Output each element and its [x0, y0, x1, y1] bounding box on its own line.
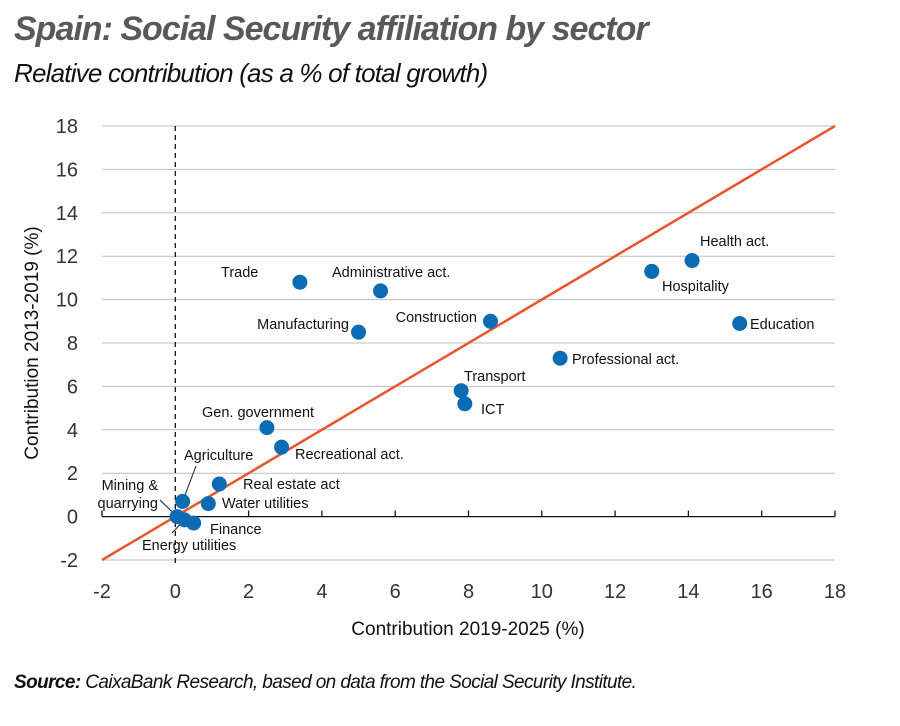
data-point-label: Health act.	[700, 234, 769, 250]
y-tick-label: 4	[67, 420, 78, 442]
data-point-label: Trade	[221, 265, 258, 281]
source-text: CaixaBank Research, based on data from t…	[85, 672, 637, 693]
data-point-label: Manufacturing	[257, 317, 349, 333]
x-tick-label: 18	[824, 581, 846, 603]
y-tick-label: 18	[56, 116, 78, 138]
source-note: Source: CaixaBank Research, based on dat…	[14, 672, 637, 694]
data-point-label: Hospitality	[662, 279, 730, 295]
data-point-label: Recreational act.	[295, 447, 404, 463]
source-label: Source:	[14, 672, 81, 693]
x-tick-label: 14	[677, 581, 699, 603]
y-tick-label: 2	[67, 463, 78, 485]
x-tick-label: 10	[531, 581, 553, 603]
data-point	[482, 313, 498, 329]
data-point-label: Professional act.	[572, 352, 679, 368]
data-point	[732, 315, 748, 331]
data-point	[457, 396, 473, 412]
data-point-label: Education	[750, 317, 815, 333]
x-tick-label: 2	[243, 581, 254, 603]
x-tick-label: 6	[390, 581, 401, 603]
data-point-label: Gen. government	[202, 405, 314, 421]
y-axis-label: Contribution 2013-2019 (%)	[22, 226, 43, 459]
data-point	[211, 476, 227, 492]
data-point	[453, 383, 469, 399]
data-point-label: Energy utilities	[142, 538, 236, 554]
data-point-label: Transport	[464, 369, 526, 385]
x-tick-label: 4	[316, 581, 327, 603]
data-point-label: Real estate act	[243, 477, 340, 493]
data-point-label: ICT	[481, 402, 505, 418]
data-point	[259, 420, 275, 436]
y-tick-label: -2	[60, 550, 78, 572]
data-point-label: Water utilities	[222, 496, 308, 512]
y-tick-label: 10	[56, 290, 78, 312]
data-point	[175, 493, 191, 509]
data-point-label: Finance	[210, 522, 262, 538]
x-tick-label: 8	[463, 581, 474, 603]
data-point	[684, 253, 700, 269]
data-point-label: Administrative act.	[332, 265, 450, 281]
data-point	[351, 324, 367, 340]
y-tick-label: 0	[67, 507, 78, 529]
data-point	[644, 263, 660, 279]
data-point-label: Construction	[396, 310, 477, 326]
x-tick-label: 16	[751, 581, 773, 603]
x-tick-label: 12	[604, 581, 626, 603]
data-point	[292, 274, 308, 290]
data-point-label: Agriculture	[184, 448, 253, 464]
data-point	[274, 439, 290, 455]
data-point	[373, 283, 389, 299]
data-point	[200, 496, 216, 512]
chart-subtitle: Relative contribution (as a % of total g…	[14, 58, 488, 88]
x-tick-label: 0	[170, 581, 181, 603]
data-point	[552, 350, 568, 366]
chart-title: Spain: Social Security affiliation by se…	[14, 10, 649, 48]
data-point-label: Mining & quarrying	[98, 478, 159, 512]
x-axis-label: Contribution 2019-2025 (%)	[351, 619, 584, 640]
x-tick-label: -2	[93, 581, 111, 603]
y-tick-label: 14	[56, 203, 78, 225]
y-tick-label: 6	[67, 376, 78, 398]
y-tick-label: 16	[56, 159, 78, 181]
y-tick-label: 12	[56, 246, 78, 268]
data-point	[186, 515, 202, 531]
y-tick-label: 8	[67, 333, 78, 355]
